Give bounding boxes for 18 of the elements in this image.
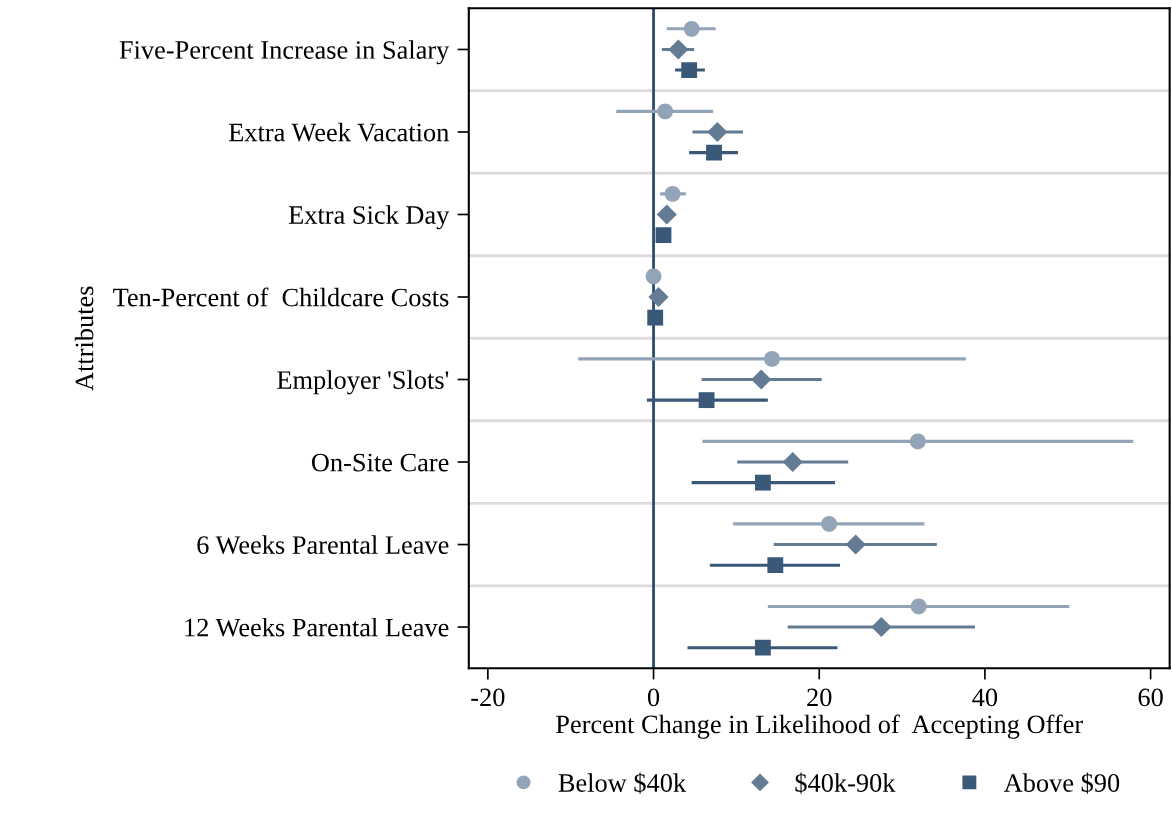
y-tick-label: Five-Percent Increase in Salary (119, 40, 450, 65)
legend-label: Below $40k (558, 772, 687, 794)
x-axis-title: Percent Change in Likelihood of Accepting Offer (556, 714, 1083, 739)
legend-label: Above $90 (1003, 772, 1120, 794)
x-tick-label: 60 (1138, 688, 1163, 707)
y-axis-title: Attributes (74, 286, 94, 391)
legend-label: $40k-90k (795, 772, 896, 794)
y-tick-label: On-Site Care (311, 453, 449, 472)
x-tick-label: 20 (807, 688, 832, 707)
x-tick-label: 0 (647, 688, 660, 707)
y-tick-label: 12 Weeks Parental Leave (185, 617, 449, 637)
y-tick-label: 6 Weeks Parental Leave (197, 535, 449, 555)
x-tick-label: 40 (972, 688, 998, 707)
y-tick-label: Extra Week Vacation (228, 122, 449, 142)
y-tick-label: Extra Sick Day (288, 205, 450, 230)
y-tick-label: Ten-Percent of Childcare Costs (113, 287, 449, 307)
y-tick-label: Employer 'Slots' (277, 370, 449, 395)
x-tick-label: -20 (471, 688, 505, 707)
